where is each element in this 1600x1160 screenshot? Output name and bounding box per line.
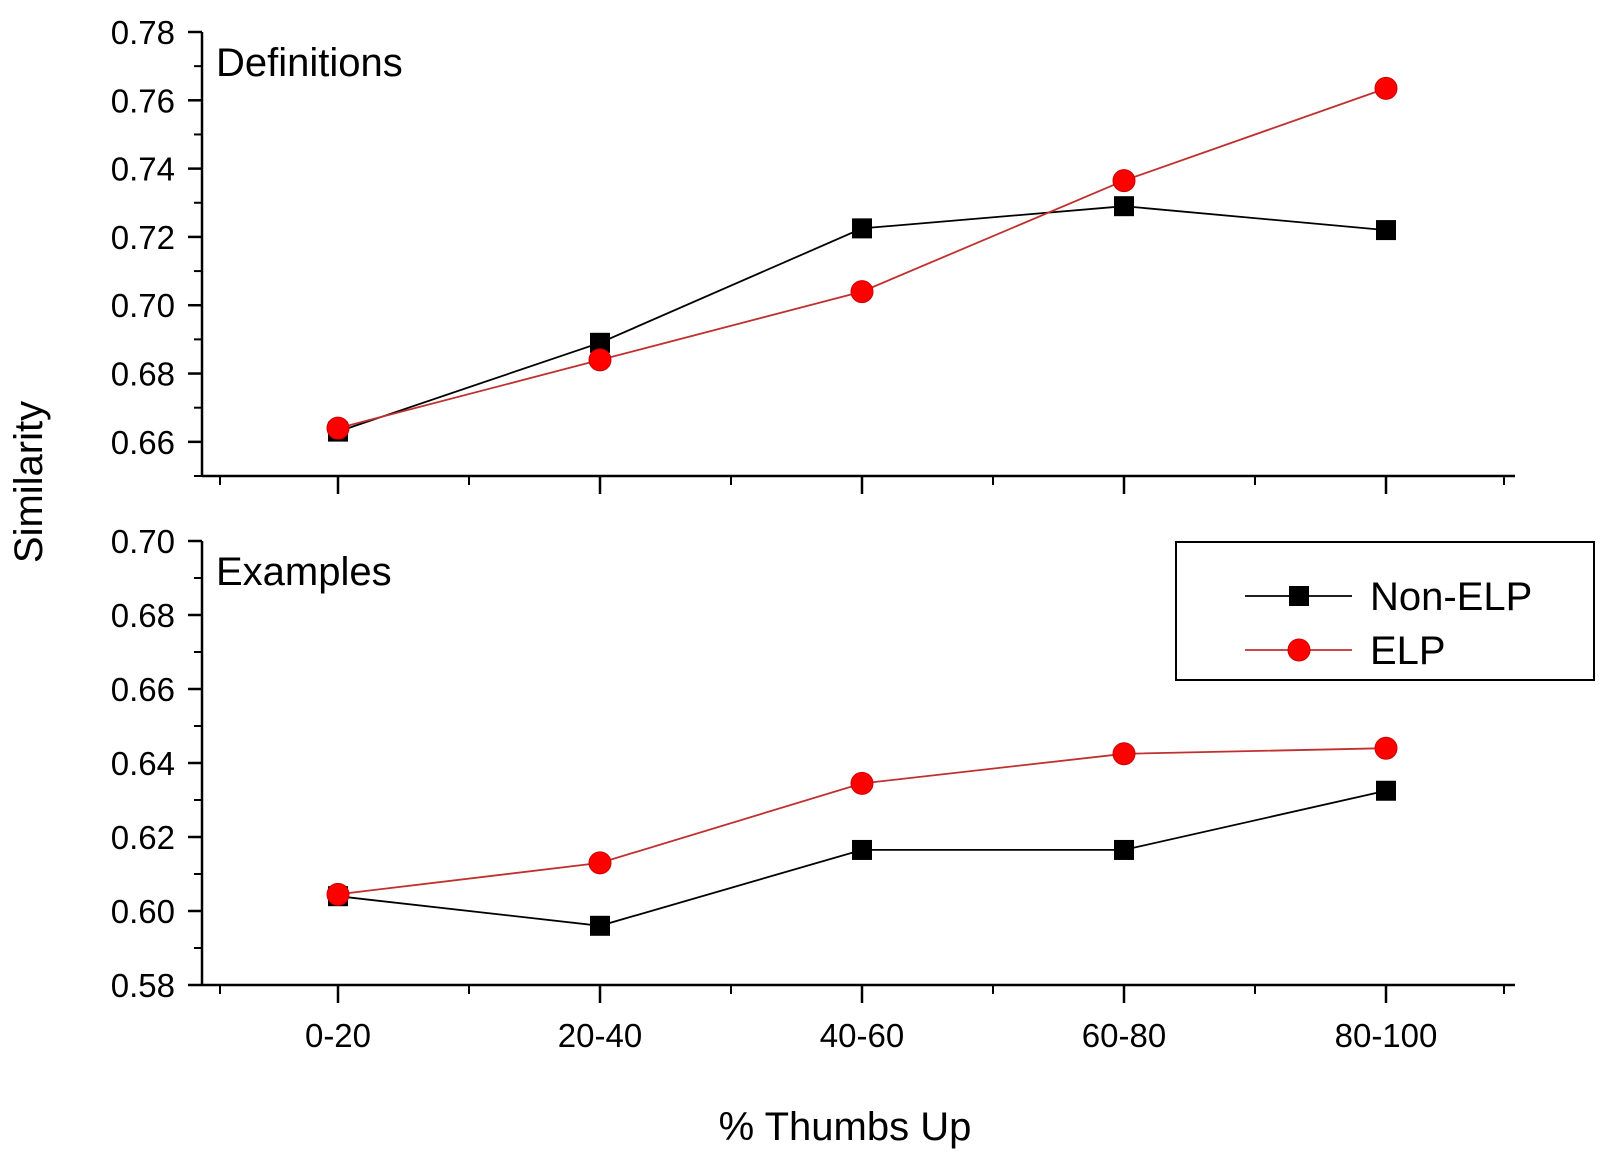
definitions-point-elp <box>326 416 350 440</box>
examples-point-non-elp <box>1376 780 1396 801</box>
examples-y-tick-label: 0.58 <box>111 967 175 1004</box>
x-axis-title: % Thumbs Up <box>719 1105 972 1149</box>
definitions-y-tick-label: 0.76 <box>111 82 175 119</box>
definitions-point-non-elp <box>1114 196 1134 217</box>
y-axis-title: Similarity <box>7 401 51 563</box>
definitions-point-elp <box>1112 169 1136 193</box>
x-tick-label: 20-40 <box>558 1017 642 1054</box>
examples-point-elp <box>1112 742 1136 766</box>
definitions-y-tick-label: 0.74 <box>111 151 175 188</box>
x-tick-label: 40-60 <box>820 1017 904 1054</box>
examples-point-non-elp <box>590 915 610 936</box>
examples-y-tick-label: 0.68 <box>111 597 175 634</box>
examples-y-tick-label: 0.60 <box>111 893 175 930</box>
examples-point-non-elp <box>852 839 872 860</box>
examples-point-elp <box>326 882 350 906</box>
definitions-y-tick-label: 0.72 <box>111 219 175 256</box>
x-tick-label: 80-100 <box>1335 1017 1438 1054</box>
legend-label-non-elp: Non-ELP <box>1370 575 1532 619</box>
definitions-series-line-non-elp <box>337 205 1387 433</box>
examples-point-elp <box>588 851 612 875</box>
definitions-panel-title: Definitions <box>216 41 403 85</box>
x-tick-label: 0-20 <box>305 1017 371 1054</box>
legend-marker-elp <box>1287 638 1311 662</box>
examples-y-tick-label: 0.66 <box>111 671 175 708</box>
legend-box <box>1175 541 1595 681</box>
examples-point-elp <box>1374 736 1398 760</box>
legend-marker-non-elp <box>1289 586 1309 606</box>
definitions-series-line-elp <box>337 87 1387 430</box>
x-tick-label: 60-80 <box>1082 1017 1166 1054</box>
definitions-point-non-elp <box>590 332 610 353</box>
examples-y-tick-label: 0.62 <box>111 819 175 856</box>
examples-y-tick-label: 0.64 <box>111 745 175 782</box>
definitions-point-non-elp <box>1376 220 1396 241</box>
definitions-point-elp <box>588 348 612 372</box>
definitions-y-tick-label: 0.70 <box>111 287 175 324</box>
examples-panel-title: Examples <box>216 550 392 594</box>
examples-series-line-elp <box>337 747 1387 896</box>
definitions-point-elp <box>1374 76 1398 100</box>
definitions-y-tick-label: 0.68 <box>111 356 175 393</box>
legend-label-elp: ELP <box>1370 629 1446 673</box>
examples-y-tick-label: 0.70 <box>111 523 175 560</box>
definitions-y-tick-label: 0.66 <box>111 424 175 461</box>
definitions-point-non-elp <box>852 218 872 239</box>
examples-point-non-elp <box>1114 839 1134 860</box>
examples-point-elp <box>850 771 874 795</box>
definitions-y-tick-label: 0.78 <box>111 14 175 51</box>
definitions-point-elp <box>850 280 874 304</box>
